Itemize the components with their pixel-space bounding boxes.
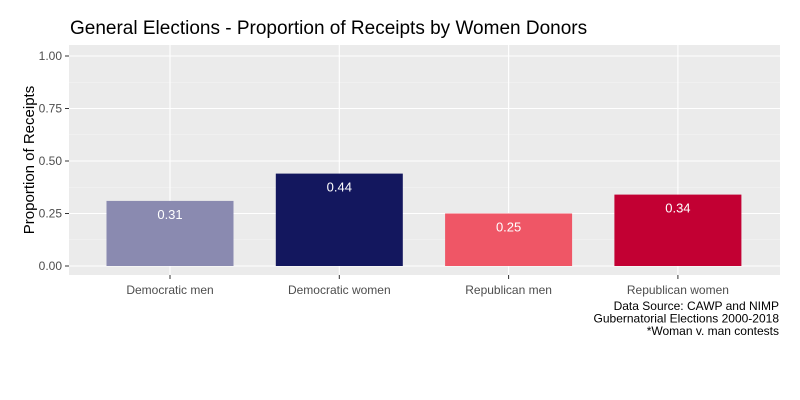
bar-value-label: 0.34: [665, 201, 690, 216]
y-tick-label: 1.00: [39, 49, 63, 63]
x-tick-label: Republican women: [627, 283, 729, 297]
y-tick-label: 0.25: [39, 207, 63, 221]
bars: [106, 173, 742, 266]
bar: [106, 200, 234, 266]
x-axis-ticks: Democratic men Democratic women Republican…: [126, 275, 729, 297]
bar-value-label: 0.31: [157, 207, 182, 222]
y-axis-title: Proportion of Receipts: [21, 86, 38, 234]
caption-line: *Woman v. man contests: [647, 324, 779, 338]
bar-value-label: 0.25: [496, 220, 521, 235]
bar: [445, 213, 573, 266]
bar: [275, 173, 403, 266]
caption-line: Data Source: CAWP and NIMP: [614, 299, 779, 313]
y-tick-label: 0.00: [39, 259, 63, 273]
y-tick-label: 0.50: [39, 154, 63, 168]
x-tick-label: Democratic women: [288, 283, 391, 297]
x-tick-label: Republican men: [465, 283, 552, 297]
chart-title: General Elections - Proportion of Receip…: [70, 18, 587, 39]
caption-line: Gubernatorial Elections 2000-2018: [594, 312, 780, 326]
y-tick-label: 0.75: [39, 102, 63, 116]
caption: Data Source: CAWP and NIMPGubernatorial …: [594, 299, 780, 338]
y-axis-ticks: 0.00 0.25 0.50 0.75 1.00: [39, 49, 69, 273]
bar-value-label: 0.44: [327, 180, 352, 195]
bar-labels: 0.31 0.44 0.25 0.34: [157, 180, 690, 235]
x-tick-label: Democratic men: [126, 283, 213, 297]
bar: [614, 194, 742, 266]
